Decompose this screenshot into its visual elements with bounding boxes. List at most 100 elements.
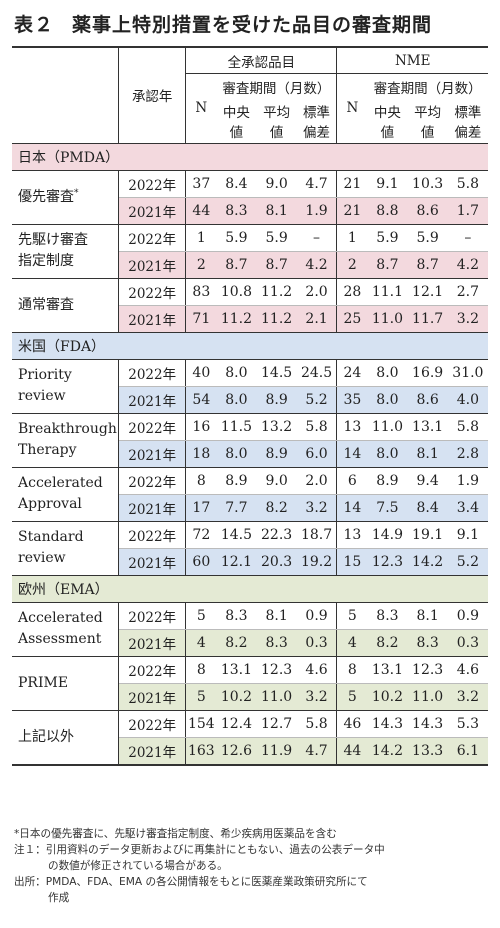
value-cell-n: 44 (185, 197, 217, 225)
value-cell-med: 8.9 (216, 467, 257, 495)
value-cell-mean: 8.1 (256, 602, 297, 630)
value-cell-sd: 5.8 (296, 413, 338, 441)
value-cell-nmean: 8.7 (407, 251, 448, 279)
table-row: 2021年 5 10.2 11.0 3.2 5 10.2 11.0 3.2 (12, 683, 488, 711)
value-cell-nmed: 5.9 (367, 224, 408, 252)
year-cell: 2022年 (118, 467, 187, 495)
value-cell-nmean: 8.6 (407, 197, 448, 225)
value-cell-nsd: – (447, 224, 488, 252)
value-cell-med: 5.9 (216, 224, 257, 252)
section-header: 米国（FDA） (12, 331, 488, 360)
row-group-label: Priority review (12, 359, 119, 414)
section-header: 欧州（EMA） (12, 574, 488, 603)
note-star: *日本の優先審査に、先駆け審査指定制度、希少疾病用医薬品を含む (14, 828, 337, 840)
value-cell-mean: 11.2 (256, 278, 297, 306)
table-row: PRIME 2022年 8 13.1 12.3 4.6 8 13.1 12.3 4.6 (12, 656, 488, 711)
value-cell-nsd: 2.7 (447, 278, 488, 306)
value-cell-med: 11.2 (216, 305, 257, 333)
value-cell-nmed: 8.0 (367, 386, 408, 414)
value-cell-n: 71 (185, 305, 217, 333)
value-cell-nsd: 5.8 (447, 170, 488, 198)
value-cell-nmed: 14.9 (367, 521, 408, 549)
value-cell-nmed: 10.2 (367, 683, 408, 711)
value-cell-nsd: 0.3 (447, 629, 488, 657)
value-cell-nn: 44 (336, 737, 368, 766)
value-cell-med: 8.0 (216, 440, 257, 468)
value-cell-nmed: 11.1 (367, 278, 408, 306)
header-median: 中央値 (222, 104, 250, 141)
header-year: 承認年 (118, 46, 187, 143)
note-1: 注１：引用資料のデータ更新およびに再集計にともない、過去の公表データ中 (14, 844, 385, 856)
value-cell-sd: 2.0 (296, 278, 338, 306)
row-group-label: Accelerated Approval (12, 467, 119, 522)
table-row: 上記以外 2022年 154 12.4 12.7 5.8 46 14.3 14.3 5.3 (12, 710, 488, 766)
value-cell-nmed: 8.0 (367, 440, 408, 468)
value-cell-mean: 8.2 (256, 494, 297, 522)
row-group-label: Standard review (12, 521, 119, 576)
value-cell-sd: 19.2 (296, 548, 338, 576)
value-cell-nsd: 1.9 (447, 467, 488, 495)
value-cell-nmed: 8.3 (367, 602, 408, 630)
header-period: 審査期間（月数） (216, 73, 338, 99)
value-cell-mean: 11.9 (256, 737, 297, 766)
value-cell-nn: 21 (336, 170, 368, 198)
table-row: 2021年 54 8.0 8.9 5.2 35 8.0 8.6 4.0 (12, 386, 488, 414)
value-cell-sd: 4.6 (296, 656, 338, 684)
value-cell-n: 5 (185, 683, 217, 711)
table-number: 表２ (14, 14, 55, 36)
table-row: 優先審査* 2022年 37 8.4 9.0 4.7 21 9.1 10.3 5.8 (12, 170, 488, 225)
value-cell-nsd: 5.3 (447, 710, 488, 738)
table-row: 2021年 163 12.6 11.9 4.7 44 14.2 13.3 6.1 (12, 737, 488, 766)
value-cell-med: 10.8 (216, 278, 257, 306)
value-cell-n: 54 (185, 386, 217, 414)
value-cell-nsd: 4.2 (447, 251, 488, 279)
value-cell-nn: 4 (336, 629, 368, 657)
value-cell-nn: 35 (336, 386, 368, 414)
value-cell-sd: 2.0 (296, 467, 338, 495)
value-cell-mean: 8.1 (256, 197, 297, 225)
table-row: 2021年 18 8.0 8.9 6.0 14 8.0 8.1 2.8 (12, 440, 488, 468)
value-cell-n: 37 (185, 170, 217, 198)
value-cell-med: 10.2 (216, 683, 257, 711)
value-cell-n: 1 (185, 224, 217, 252)
value-cell-med: 12.6 (216, 737, 257, 766)
header-nme-mean: 平均値 (414, 104, 442, 141)
value-cell-nsd: 6.1 (447, 737, 488, 766)
value-cell-med: 7.7 (216, 494, 257, 522)
value-cell-nmean: 9.4 (407, 467, 448, 495)
table-row: 2021年 71 11.2 11.2 2.1 25 11.0 11.7 3.2 (12, 305, 488, 333)
value-cell-nsd: 0.9 (447, 602, 488, 630)
value-cell-n: 5 (185, 602, 217, 630)
section-header: 日本（PMDA） (12, 142, 488, 171)
value-cell-sd: 5.2 (296, 386, 338, 414)
value-cell-mean: 14.5 (256, 359, 297, 387)
row-group-label: PRIME (12, 656, 119, 711)
value-cell-n: 8 (185, 656, 217, 684)
value-cell-nn: 5 (336, 602, 368, 630)
year-cell: 2022年 (118, 413, 187, 441)
value-cell-med: 11.5 (216, 413, 257, 441)
value-cell-nmean: 8.6 (407, 386, 448, 414)
year-cell: 2021年 (118, 494, 187, 522)
table-row: Priority review 2022年 40 8.0 14.5 24.5 24 8.0 16.… (12, 359, 488, 414)
value-cell-n: 83 (185, 278, 217, 306)
value-cell-sd: 1.9 (296, 197, 338, 225)
value-cell-med: 14.5 (216, 521, 257, 549)
value-cell-mean: 8.9 (256, 440, 297, 468)
value-cell-sd: 5.8 (296, 710, 338, 738)
value-cell-mean: 9.0 (256, 467, 297, 495)
table-row: 先駆け審査 指定制度 2022年 1 5.9 5.9–1 5.9 5.9– (12, 224, 488, 279)
value-cell-n: 40 (185, 359, 217, 387)
year-cell: 2021年 (118, 683, 187, 711)
table-row: Accelerated Assessment 2022年 5 8.3 8.1 0.9 5 8.3… (12, 602, 488, 657)
value-cell-mean: 22.3 (256, 521, 297, 549)
value-cell-nmean: 11.0 (407, 683, 448, 711)
value-cell-nmean: 8.1 (407, 602, 448, 630)
value-cell-nmed: 13.1 (367, 656, 408, 684)
table-row: 通常審査 2022年 83 10.8 11.2 2.0 28 11.1 12.1 2.7 (12, 278, 488, 333)
value-cell-nn: 1 (336, 224, 368, 252)
value-cell-nmean: 13.3 (407, 737, 448, 766)
value-cell-nmean: 16.9 (407, 359, 448, 387)
table-notes: *日本の優先審査に、先駆け審査指定制度、希少疾病用医薬品を含む 注１：引用資料の… (14, 826, 490, 906)
value-cell-nn: 46 (336, 710, 368, 738)
